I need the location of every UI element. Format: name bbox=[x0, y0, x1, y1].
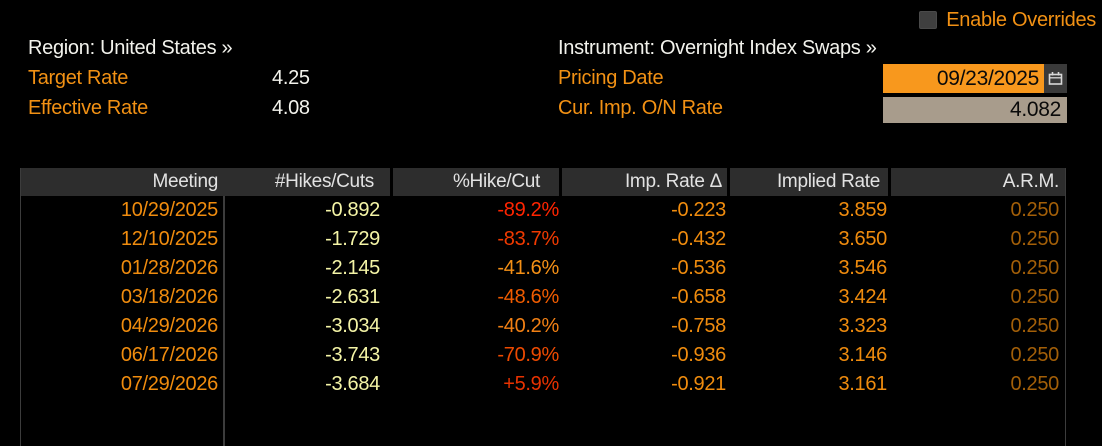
meeting-column-separator bbox=[223, 168, 225, 446]
table-cell-meeting: 01/28/2026 bbox=[120, 257, 218, 279]
table-cell-pct-hike-cut: -70.9% bbox=[497, 344, 559, 366]
table-cell-hikes-cuts: -2.631 bbox=[325, 286, 380, 308]
region-value[interactable]: United States » bbox=[100, 37, 233, 59]
table-cell-implied-rate: 3.859 bbox=[838, 199, 887, 221]
table-cell-implied-rate: 3.546 bbox=[838, 257, 887, 279]
column-header-pct-hike-cut: %Hike/Cut bbox=[393, 168, 562, 196]
table-row[interactable]: 10/29/2025 -0.892 -89.2% -0.223 3.859 0.250 bbox=[21, 196, 1065, 225]
table-body: 10/29/2025 -0.892 -89.2% -0.223 3.859 0.250 12… bbox=[21, 196, 1065, 399]
effective-rate-label: Effective Rate bbox=[28, 97, 148, 119]
table-cell-arm: 0.250 bbox=[1010, 373, 1059, 395]
table-cell-pct-hike-cut: +5.9% bbox=[503, 373, 559, 395]
table-row[interactable]: 06/17/2026 -3.743 -70.9% -0.936 3.146 0.250 bbox=[21, 341, 1065, 370]
calendar-icon bbox=[1048, 72, 1063, 85]
table-cell-arm: 0.250 bbox=[1010, 315, 1059, 337]
column-header-hikes-cuts: #Hikes/Cuts bbox=[223, 168, 393, 196]
cur-imp-on-rate-label: Cur. Imp. O/N Rate bbox=[558, 97, 723, 119]
instrument-value[interactable]: Overnight Index Swaps » bbox=[660, 37, 877, 59]
region-label: Region: bbox=[28, 37, 95, 59]
table-cell-hikes-cuts: -3.034 bbox=[325, 315, 380, 337]
table-cell-arm: 0.250 bbox=[1010, 344, 1059, 366]
column-header-meeting: Meeting bbox=[21, 168, 223, 196]
instrument-label: Instrument: bbox=[558, 37, 655, 59]
table-cell-pct-hike-cut: -48.6% bbox=[497, 286, 559, 308]
table-cell-implied-rate: 3.161 bbox=[838, 373, 887, 395]
table-cell-implied-rate: 3.146 bbox=[838, 344, 887, 366]
table-cell-pct-hike-cut: -83.7% bbox=[497, 228, 559, 250]
enable-overrides-label[interactable]: Enable Overrides bbox=[946, 9, 1096, 31]
table-cell-arm: 0.250 bbox=[1010, 257, 1059, 279]
table-row[interactable]: 12/10/2025 -1.729 -83.7% -0.432 3.650 0.250 bbox=[21, 225, 1065, 254]
table-cell-meeting: 06/17/2026 bbox=[120, 344, 218, 366]
target-rate-value: 4.25 bbox=[272, 67, 310, 89]
table-cell-imp-rate-delta: -0.758 bbox=[671, 315, 726, 337]
calendar-button[interactable] bbox=[1044, 64, 1067, 93]
table-cell-hikes-cuts: -3.684 bbox=[325, 373, 380, 395]
table-cell-imp-rate-delta: -0.658 bbox=[671, 286, 726, 308]
table-cell-implied-rate: 3.650 bbox=[838, 228, 887, 250]
table-cell-hikes-cuts: -0.892 bbox=[325, 199, 380, 221]
table-cell-pct-hike-cut: -41.6% bbox=[497, 257, 559, 279]
instrument-selector[interactable]: Instrument: Overnight Index Swaps » bbox=[558, 36, 877, 60]
table-cell-implied-rate: 3.424 bbox=[838, 286, 887, 308]
region-selector[interactable]: Region: United States » bbox=[28, 36, 233, 60]
effective-rate-value: 4.08 bbox=[272, 97, 310, 119]
table-cell-imp-rate-delta: -0.536 bbox=[671, 257, 726, 279]
meetings-table: Meeting #Hikes/Cuts %Hike/Cut Imp. Rate … bbox=[20, 168, 1066, 446]
table-cell-meeting: 03/18/2026 bbox=[120, 286, 218, 308]
column-header-imp-rate-delta: Imp. Rate Δ bbox=[562, 168, 730, 196]
table-cell-hikes-cuts: -2.145 bbox=[325, 257, 380, 279]
target-rate-label: Target Rate bbox=[28, 67, 129, 89]
enable-overrides-checkbox[interactable] bbox=[919, 11, 938, 29]
table-cell-imp-rate-delta: -0.921 bbox=[671, 373, 726, 395]
column-header-implied-rate: Implied Rate bbox=[730, 168, 891, 196]
table-cell-meeting: 04/29/2026 bbox=[120, 315, 218, 337]
pricing-date-label: Pricing Date bbox=[558, 67, 664, 89]
table-cell-implied-rate: 3.323 bbox=[838, 315, 887, 337]
column-header-arm: A.R.M. bbox=[891, 168, 1065, 196]
table-cell-imp-rate-delta: -0.936 bbox=[671, 344, 726, 366]
table-row[interactable]: 04/29/2026 -3.034 -40.2% -0.758 3.323 0.250 bbox=[21, 312, 1065, 341]
table-cell-arm: 0.250 bbox=[1010, 286, 1059, 308]
table-row[interactable]: 07/29/2026 -3.684 +5.9% -0.921 3.161 0.250 bbox=[21, 370, 1065, 399]
table-cell-pct-hike-cut: -89.2% bbox=[497, 199, 559, 221]
table-cell-meeting: 07/29/2026 bbox=[120, 373, 218, 395]
table-cell-arm: 0.250 bbox=[1010, 199, 1059, 221]
table-cell-pct-hike-cut: -40.2% bbox=[497, 315, 559, 337]
table-cell-imp-rate-delta: -0.223 bbox=[671, 199, 726, 221]
enable-overrides-control: Enable Overrides bbox=[919, 8, 1096, 32]
table-row[interactable]: 03/18/2026 -2.631 -48.6% -0.658 3.424 0.250 bbox=[21, 283, 1065, 312]
table-row[interactable]: 01/28/2026 -2.145 -41.6% -0.536 3.546 0.250 bbox=[21, 254, 1065, 283]
table-cell-imp-rate-delta: -0.432 bbox=[671, 228, 726, 250]
table-cell-hikes-cuts: -1.729 bbox=[325, 228, 380, 250]
cur-imp-on-rate-input[interactable] bbox=[883, 97, 1067, 123]
table-cell-hikes-cuts: -3.743 bbox=[325, 344, 380, 366]
table-cell-meeting: 12/10/2025 bbox=[120, 228, 218, 250]
table-cell-arm: 0.250 bbox=[1010, 228, 1059, 250]
pricing-date-input[interactable] bbox=[883, 64, 1044, 93]
table-header-row: Meeting #Hikes/Cuts %Hike/Cut Imp. Rate … bbox=[21, 168, 1065, 196]
table-cell-meeting: 10/29/2025 bbox=[120, 199, 218, 221]
